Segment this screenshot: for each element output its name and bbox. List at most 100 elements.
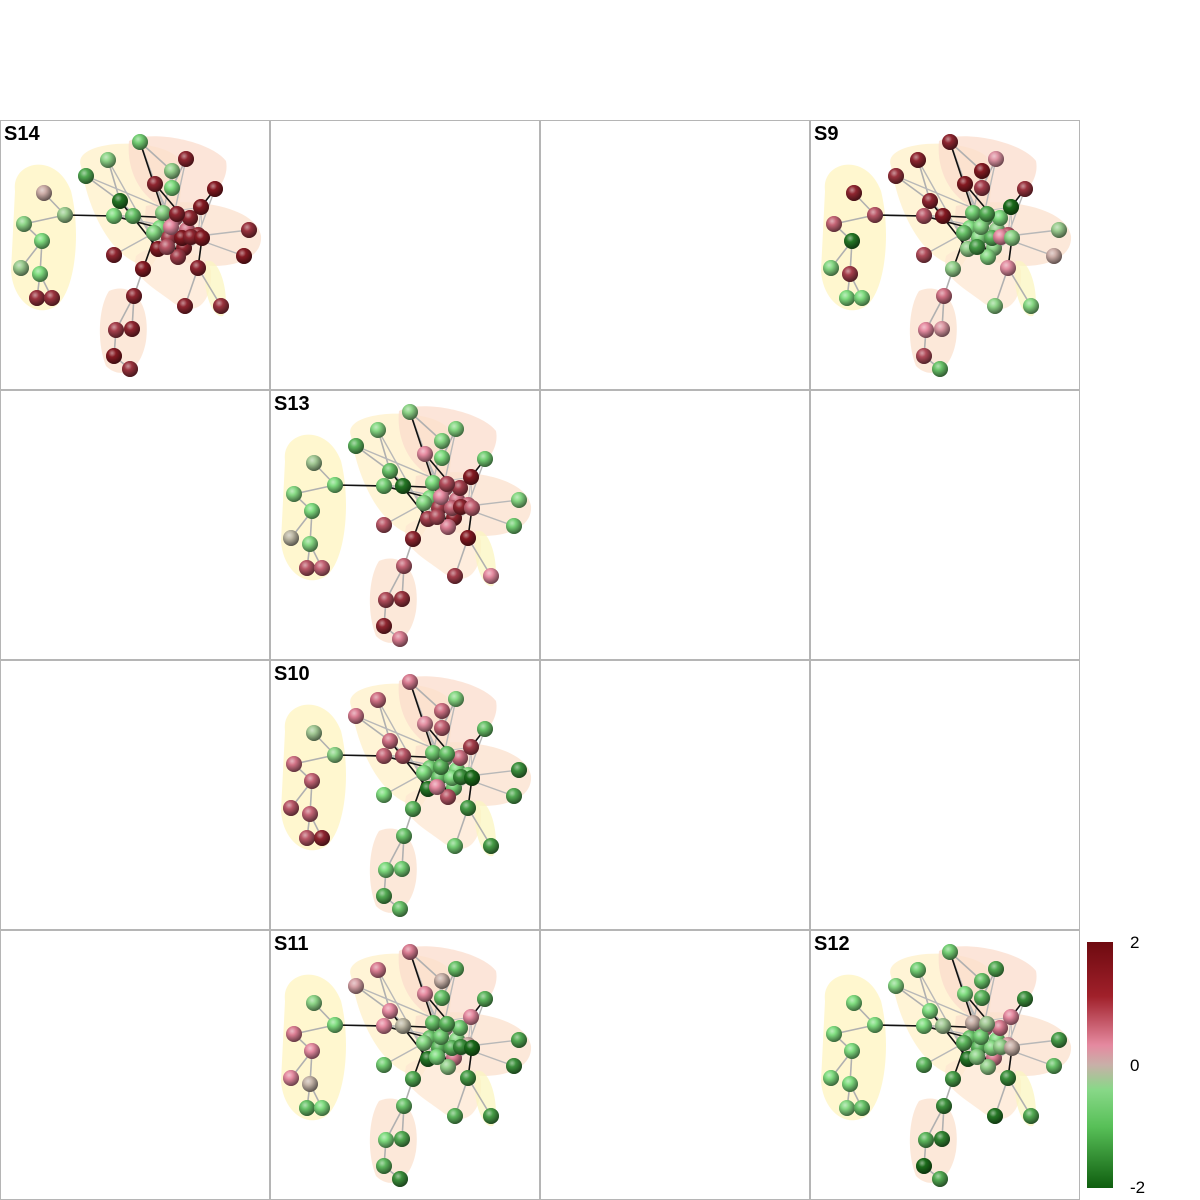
node	[327, 477, 343, 493]
node	[957, 986, 973, 1002]
node	[932, 1171, 948, 1187]
node	[416, 495, 432, 511]
empty-panel	[0, 390, 270, 660]
node	[511, 1032, 527, 1048]
node	[429, 779, 445, 795]
node	[16, 216, 32, 232]
node	[207, 181, 223, 197]
node	[178, 151, 194, 167]
network-graph	[821, 134, 1072, 377]
node	[460, 800, 476, 816]
node	[922, 193, 938, 209]
color-scale-mid-label: 0	[1130, 1056, 1140, 1075]
node	[974, 180, 990, 196]
node	[13, 260, 29, 276]
node	[36, 185, 52, 201]
node	[1004, 230, 1020, 246]
edge	[64, 214, 115, 217]
node	[433, 759, 449, 775]
node	[992, 1020, 1008, 1036]
node	[945, 261, 961, 277]
node	[306, 725, 322, 741]
node	[299, 1100, 315, 1116]
node	[425, 1015, 441, 1031]
node	[213, 298, 229, 314]
node	[376, 1158, 392, 1174]
node	[969, 239, 985, 255]
node	[854, 1100, 870, 1116]
node	[29, 290, 45, 306]
node	[945, 1071, 961, 1087]
node	[425, 475, 441, 491]
edge	[389, 470, 429, 520]
network-panel: S10	[270, 660, 540, 930]
node	[57, 207, 73, 223]
node	[922, 1003, 938, 1019]
node	[460, 1070, 476, 1086]
node	[286, 756, 302, 772]
node	[78, 168, 94, 184]
node	[146, 225, 162, 241]
node	[826, 1026, 842, 1042]
node	[506, 788, 522, 804]
node	[1046, 248, 1062, 264]
node	[464, 770, 480, 786]
node	[394, 591, 410, 607]
node	[483, 1108, 499, 1124]
node	[396, 828, 412, 844]
node	[460, 530, 476, 546]
node	[935, 1018, 951, 1034]
node	[376, 787, 392, 803]
node	[348, 978, 364, 994]
node-layer	[823, 134, 1067, 377]
node	[844, 1043, 860, 1059]
node	[823, 1070, 839, 1086]
node	[483, 568, 499, 584]
node	[124, 321, 140, 337]
node	[193, 199, 209, 215]
edge	[119, 200, 159, 250]
node	[299, 830, 315, 846]
node	[439, 1016, 455, 1032]
node	[1051, 222, 1067, 238]
empty-panel	[810, 390, 1080, 660]
network-panel: S14	[0, 120, 270, 390]
node	[452, 1020, 468, 1036]
node-layer	[823, 944, 1067, 1187]
node	[1004, 1040, 1020, 1056]
node	[916, 1057, 932, 1073]
node	[506, 518, 522, 534]
node	[942, 944, 958, 960]
node	[126, 288, 142, 304]
network-panel: S12	[810, 930, 1080, 1200]
network-panel: S13	[270, 390, 540, 660]
node	[979, 206, 995, 222]
node	[370, 422, 386, 438]
node	[286, 1026, 302, 1042]
node	[942, 134, 958, 150]
node	[440, 519, 456, 535]
node	[854, 290, 870, 306]
node	[974, 990, 990, 1006]
panel-label: S10	[274, 663, 310, 685]
node	[846, 995, 862, 1011]
node	[447, 568, 463, 584]
node	[405, 801, 421, 817]
node	[283, 1070, 299, 1086]
node	[306, 995, 322, 1011]
node-layer	[283, 674, 527, 917]
node	[910, 152, 926, 168]
node	[452, 750, 468, 766]
node	[956, 1035, 972, 1051]
node	[826, 216, 842, 232]
node-layer	[283, 944, 527, 1187]
node	[839, 290, 855, 306]
node	[106, 348, 122, 364]
node	[1000, 1070, 1016, 1086]
node	[434, 703, 450, 719]
node	[1051, 1032, 1067, 1048]
panel-label: S14	[4, 123, 40, 145]
node	[916, 1018, 932, 1034]
node	[417, 986, 433, 1002]
node	[395, 748, 411, 764]
